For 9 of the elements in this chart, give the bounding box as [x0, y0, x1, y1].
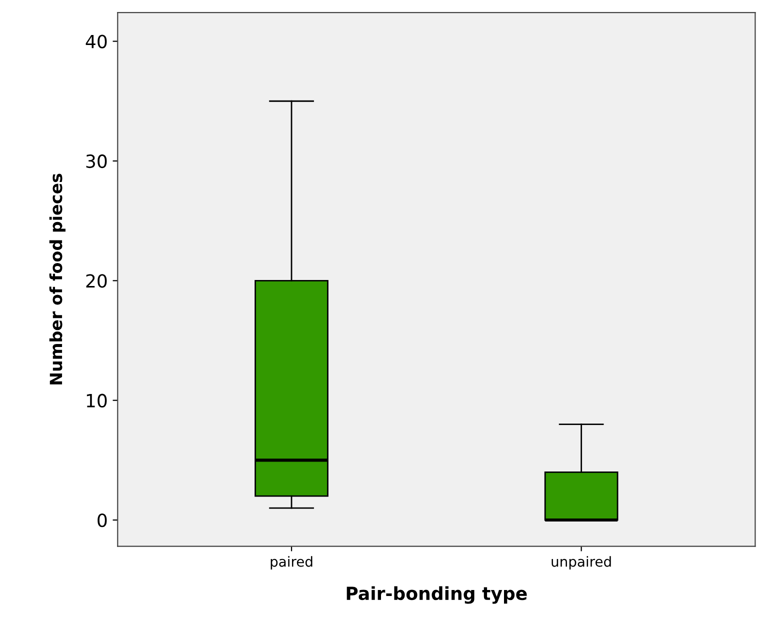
y-tick-label: 40	[86, 34, 107, 48]
x-axis-title: Pair-bonding type	[346, 586, 527, 604]
y-axis-title: Number of food pieces	[49, 174, 66, 384]
y-tick-label: 10	[86, 394, 107, 408]
x-tick-label: paired	[270, 556, 312, 570]
y-tick-label: 20	[86, 274, 107, 288]
x-tick-label: unpaired	[552, 556, 611, 570]
y-tick-label: 30	[86, 154, 107, 168]
y-tick-label: 0	[98, 513, 107, 528]
